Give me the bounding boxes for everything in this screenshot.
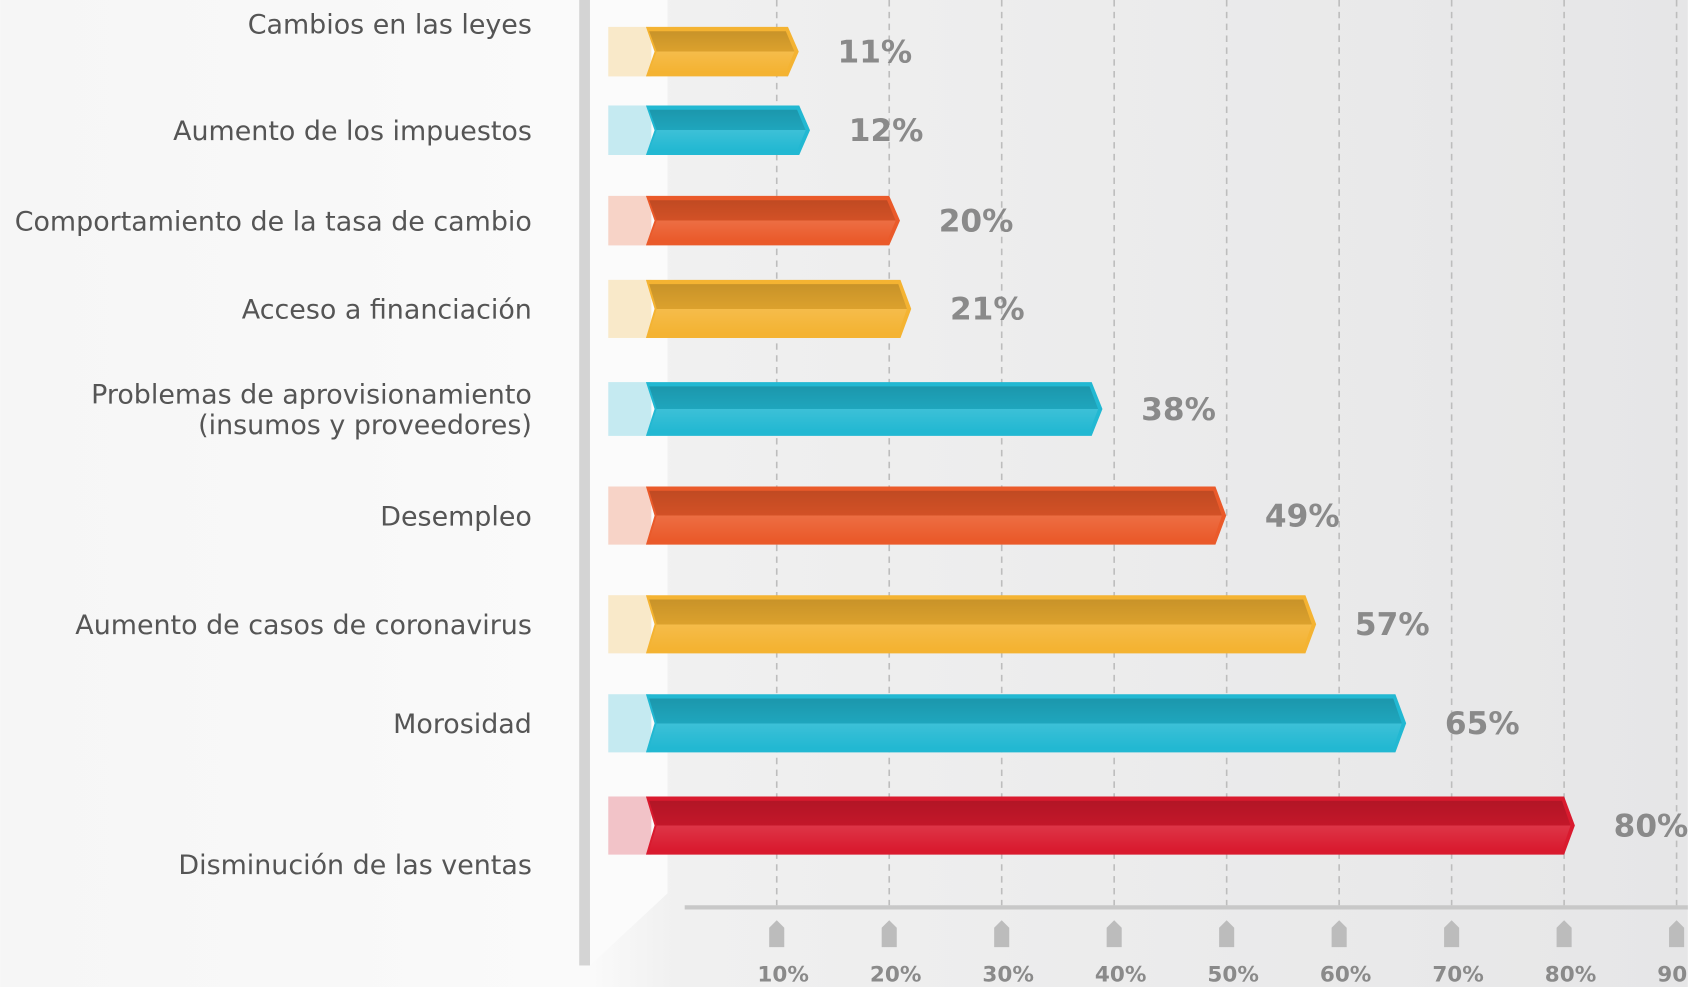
bar-shine (649, 200, 896, 242)
bar-shine (649, 31, 795, 73)
divider (579, 0, 590, 966)
tick-marker (1556, 920, 1572, 948)
bar-shadow (608, 595, 652, 654)
tick-marker (1444, 920, 1460, 948)
value-label: 20% (939, 203, 1014, 239)
bar-shadow (608, 796, 652, 855)
category-label: Morosidad (393, 709, 532, 740)
tick-marker (881, 920, 897, 948)
category-label: Aumento de los impuestos (173, 116, 532, 147)
x-tick-label: 20% (870, 963, 922, 987)
tick-marker (994, 920, 1010, 948)
x-tick-label: 80% (1545, 963, 1597, 987)
x-tick-label: 10% (757, 963, 809, 987)
x-tick-label: 90% (1657, 963, 1688, 987)
bar-shadow (608, 279, 652, 338)
x-tick-label: 40% (1095, 963, 1147, 987)
bar-shadow (608, 105, 652, 155)
bar-shadow (608, 486, 652, 545)
bar-shadow (608, 26, 652, 77)
x-tick-label: 60% (1320, 963, 1372, 987)
x-tick-label: 70% (1432, 963, 1484, 987)
category-label: Aumento de casos de coronavirus (75, 610, 532, 641)
bar-shadow (608, 382, 652, 436)
category-label: Acceso a financiación (242, 295, 532, 326)
category-label: Cambios en las leyes (248, 9, 532, 40)
value-label: 38% (1141, 392, 1216, 428)
x-tick-label: 30% (982, 963, 1034, 987)
bar-shine (649, 386, 1099, 432)
tick-marker (769, 920, 785, 948)
bar-shine (649, 490, 1222, 541)
value-label: 11% (837, 34, 912, 70)
bar-shine (649, 698, 1402, 749)
value-label: 49% (1265, 498, 1340, 534)
value-label: 12% (849, 113, 924, 149)
bar-shadow (608, 694, 652, 753)
bar-shine (649, 284, 907, 334)
bar-shine (649, 800, 1571, 851)
category-label: Problemas de aprovisionamiento (insumos y… (91, 380, 532, 441)
bar-shine (649, 599, 1312, 650)
bar-shine (649, 109, 806, 151)
category-label: Desempleo (380, 501, 532, 532)
x-tick-label: 50% (1207, 963, 1259, 987)
value-label: 57% (1355, 607, 1430, 643)
value-label: 80% (1614, 808, 1688, 844)
tick-marker (1219, 920, 1235, 948)
bar-shadow (608, 195, 652, 246)
tick-marker (1669, 920, 1685, 948)
value-label: 65% (1445, 706, 1520, 742)
tick-marker (1331, 920, 1347, 948)
category-label: Disminución de las ventas (178, 850, 531, 881)
tick-marker (1106, 920, 1122, 948)
category-label: Comportamiento de la tasa de cambio (15, 206, 532, 237)
value-label: 21% (950, 292, 1025, 328)
